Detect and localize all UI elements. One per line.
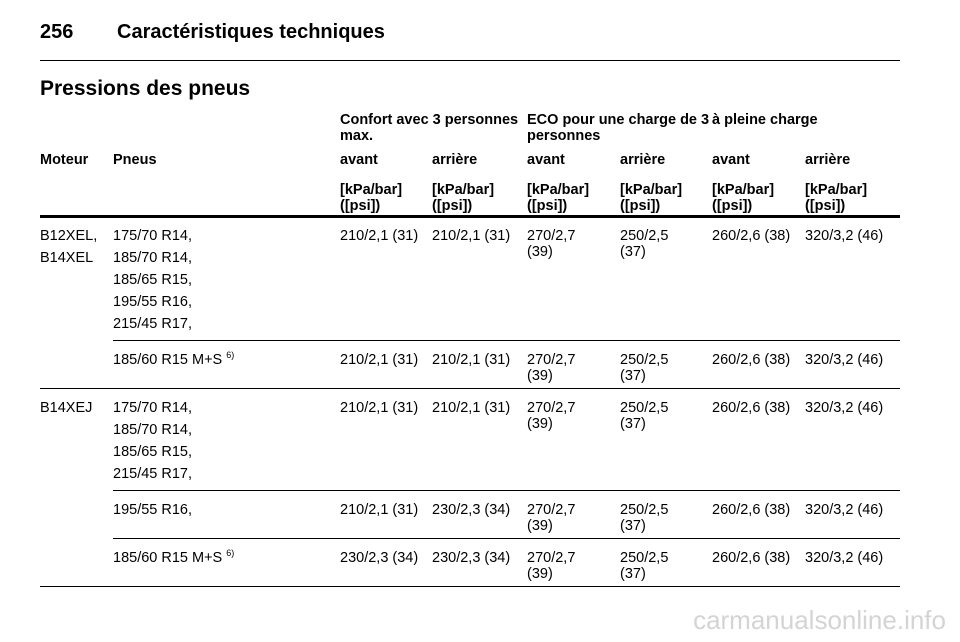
pressure-value: 230/2,3 (34) [432, 502, 511, 518]
pressure-value: 320/3,2 (46) [805, 502, 884, 518]
unit-header: [kPa/bar] ([psi]) [620, 182, 683, 214]
footnote: 6) [226, 350, 235, 361]
pressure-value: 270/2,7 (39) [527, 352, 576, 384]
pressure-value: 250/2,5 (37) [620, 502, 669, 534]
unit-header: [kPa/bar] ([psi]) [340, 182, 403, 214]
pressure-value: 270/2,7 (39) [527, 400, 576, 432]
pressure-value: 210/2,1 (31) [340, 228, 419, 244]
column-header: arrière [805, 152, 851, 168]
group-header: ECO pour une charge de 3 personnes [527, 112, 710, 144]
pressure-value: 230/2,3 (34) [340, 550, 419, 566]
tyre: 195/55 R16, [113, 294, 193, 310]
pressure-value: 320/3,2 (46) [805, 400, 884, 416]
pressure-value: 320/3,2 (46) [805, 352, 884, 368]
table-rule [40, 388, 900, 389]
tyre: 185/65 R15, [113, 272, 193, 288]
engine: B14XEJ [40, 400, 93, 416]
tyre: 195/55 R16, [113, 502, 193, 518]
pressure-value: 260/2,6 (38) [712, 228, 791, 244]
tyre: 215/45 R17, [113, 316, 193, 332]
tyre: 175/70 R14, [113, 228, 193, 244]
pressure-value: 260/2,6 (38) [712, 400, 791, 416]
pressure-value: 270/2,7 (39) [527, 502, 576, 534]
tyre: 185/60 R15 M+S 6) [113, 350, 235, 368]
pressure-value: 210/2,1 (31) [340, 400, 419, 416]
table-rule [113, 490, 900, 491]
pressure-value: 210/2,1 (31) [340, 502, 419, 518]
pressure-value: 260/2,6 (38) [712, 352, 791, 368]
pressure-value: 260/2,6 (38) [712, 502, 791, 518]
pressure-value: 260/2,6 (38) [712, 550, 791, 566]
page-title: Caractéristiques techniques [117, 21, 385, 43]
column-header: avant [340, 152, 378, 168]
pressure-value: 210/2,1 (31) [432, 352, 511, 368]
column-header: arrière [620, 152, 666, 168]
header-rule [40, 60, 900, 61]
engine: B14XEL [40, 250, 94, 266]
tyre: 185/65 R15, [113, 444, 193, 460]
pressure-value: 250/2,5 (37) [620, 352, 669, 384]
pressure-value: 210/2,1 (31) [340, 352, 419, 368]
column-header: arrière [432, 152, 478, 168]
unit-header: [kPa/bar] ([psi]) [527, 182, 590, 214]
table-rule [113, 340, 900, 341]
tyre: 175/70 R14, [113, 400, 193, 416]
column-header: Pneus [113, 152, 157, 168]
pressure-value: 270/2,7 (39) [527, 550, 576, 582]
group-header: Confort avec 3 personnes max. [340, 112, 519, 144]
pressure-value: 210/2,1 (31) [432, 228, 511, 244]
table-rule [113, 538, 900, 539]
column-header: avant [527, 152, 565, 168]
unit-header: [kPa/bar] ([psi]) [805, 182, 868, 214]
tyre: 185/70 R14, [113, 250, 193, 266]
pressure-value: 250/2,5 (37) [620, 550, 669, 582]
pressure-value: 270/2,7 (39) [527, 228, 576, 260]
tyre: 185/60 R15 M+S 6) [113, 548, 235, 566]
pressure-value: 210/2,1 (31) [432, 400, 511, 416]
section-title: Pressions des pneus [40, 77, 251, 100]
pressure-value: 230/2,3 (34) [432, 550, 511, 566]
tyre: 215/45 R17, [113, 466, 193, 482]
pressure-value: 250/2,5 (37) [620, 400, 669, 432]
pressure-value: 250/2,5 (37) [620, 228, 669, 260]
page-number: 256 [40, 21, 74, 43]
footnote: 6) [226, 548, 235, 559]
column-header: Moteur [40, 152, 89, 168]
column-header: avant [712, 152, 750, 168]
table-rule [40, 586, 900, 587]
unit-header: [kPa/bar] ([psi]) [432, 182, 495, 214]
unit-header: [kPa/bar] ([psi]) [712, 182, 775, 214]
watermark: carmanualsonline.info [693, 605, 946, 635]
pressure-value: 320/3,2 (46) [805, 228, 884, 244]
header-table-rule [40, 215, 900, 218]
tyre: 185/70 R14, [113, 422, 193, 438]
pressure-value: 320/3,2 (46) [805, 550, 884, 566]
engine: B12XEL, [40, 228, 98, 244]
group-header: à pleine charge [712, 112, 818, 128]
